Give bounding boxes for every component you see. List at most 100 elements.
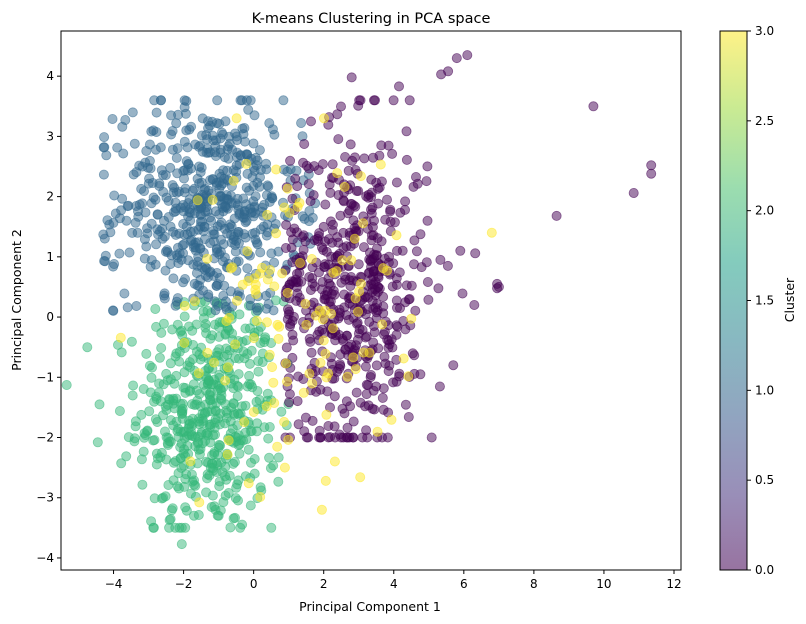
scatter-point <box>169 182 180 193</box>
scatter-point <box>142 425 153 436</box>
scatter-point <box>348 352 359 363</box>
scatter-point <box>139 253 150 264</box>
scatter-point <box>345 198 356 209</box>
scatter-point <box>230 339 241 350</box>
scatter-point <box>253 366 264 377</box>
scatter-point <box>158 492 169 503</box>
scatter-point <box>198 313 209 324</box>
scatter-point-outlier <box>448 360 459 371</box>
scatter-point <box>159 290 170 301</box>
scatter-point <box>204 389 215 400</box>
scatter-point <box>381 194 392 205</box>
scatter-point <box>240 217 251 228</box>
scatter-point <box>245 457 256 468</box>
scatter-point <box>327 159 338 170</box>
x-axis-label: Principal Component 1 <box>299 599 441 614</box>
scatter-point <box>150 414 161 425</box>
scatter-point <box>179 239 190 250</box>
scatter-point <box>181 96 192 107</box>
scatter-point <box>368 152 379 163</box>
scatter-point <box>245 300 256 311</box>
scatter-point <box>170 300 181 311</box>
scatter-point-outlier <box>486 227 497 238</box>
scatter-point <box>220 301 231 312</box>
scatter-point <box>241 158 252 169</box>
scatter-point <box>171 152 182 163</box>
scatter-point <box>210 206 221 217</box>
scatter-point <box>262 209 273 220</box>
scatter-point <box>178 382 189 393</box>
scatter-point <box>340 274 351 285</box>
scatter-point <box>270 218 281 229</box>
y-tick-label: −4 <box>36 551 54 565</box>
scatter-point <box>377 392 388 403</box>
scatter-point <box>415 229 426 240</box>
scatter-point <box>165 358 176 369</box>
scatter-point <box>179 337 190 348</box>
scatter-point <box>222 144 233 155</box>
scatter-point <box>332 109 343 120</box>
scatter-point <box>287 315 298 326</box>
scatter-point <box>470 248 481 259</box>
scatter-point <box>343 341 354 352</box>
scatter-point <box>123 432 134 443</box>
scatter-point <box>255 482 266 493</box>
scatter-point <box>222 408 233 419</box>
scatter-point <box>150 303 161 314</box>
scatter-point <box>155 142 166 153</box>
scatter-point <box>387 281 398 292</box>
colorbar-label: Cluster <box>782 277 797 322</box>
scatter-point <box>190 139 201 150</box>
scatter-point-outlier <box>82 342 93 353</box>
scatter-point <box>377 319 388 330</box>
scatter-point <box>218 497 229 508</box>
scatter-point <box>423 294 434 305</box>
scatter-point <box>372 183 383 194</box>
scatter-point <box>248 406 259 417</box>
scatter-point <box>163 439 174 450</box>
scatter-point <box>379 253 390 264</box>
scatter-point <box>442 260 453 271</box>
scatter-point <box>352 306 363 317</box>
scatter-point <box>316 504 327 515</box>
scatter-point <box>295 257 306 268</box>
scatter-point <box>369 327 380 338</box>
scatter-point <box>232 135 243 146</box>
scatter-point <box>204 212 215 223</box>
scatter-point <box>382 432 393 443</box>
scatter-point <box>61 379 72 390</box>
scatter-point <box>340 151 351 162</box>
scatter-point <box>99 132 110 143</box>
scatter-point <box>211 398 222 409</box>
scatter-point <box>214 481 225 492</box>
scatter-point-outlier <box>469 299 480 310</box>
scatter-point <box>214 439 225 450</box>
scatter-point <box>264 196 275 207</box>
scatter-point <box>176 325 187 336</box>
scatter-point <box>321 409 332 420</box>
scatter-point <box>351 387 362 398</box>
scatter-point <box>223 435 234 446</box>
scatter-point <box>250 191 261 202</box>
scatter-point <box>138 186 149 197</box>
scatter-point <box>308 297 319 308</box>
scatter-point <box>271 164 282 175</box>
scatter-point <box>290 173 301 184</box>
scatter-point <box>366 274 377 285</box>
scatter-point <box>199 408 210 419</box>
scatter-point <box>368 303 379 314</box>
scatter-point <box>98 142 109 153</box>
scatter-point <box>189 399 200 410</box>
scatter-point <box>223 487 234 498</box>
scatter-point <box>209 147 220 158</box>
scatter-point <box>180 473 191 484</box>
scatter-point <box>220 399 231 410</box>
x-tick-label: 6 <box>460 577 468 591</box>
scatter-point <box>391 177 402 188</box>
scatter-point-outlier <box>462 50 473 61</box>
scatter-point <box>234 439 245 450</box>
scatter-point <box>281 342 292 353</box>
scatter-point <box>339 302 350 313</box>
scatter-point <box>167 144 178 155</box>
scatter-point <box>161 368 172 379</box>
